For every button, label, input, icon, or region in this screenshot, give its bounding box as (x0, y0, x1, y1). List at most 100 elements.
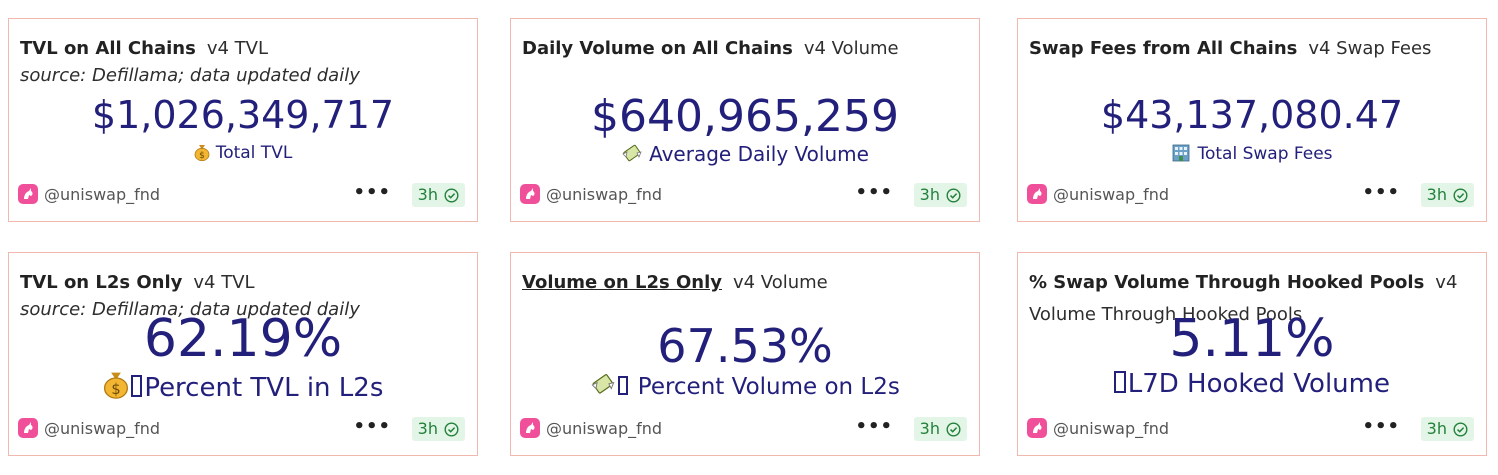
refresh-status-badge[interactable]: 3h (411, 183, 465, 207)
refresh-age: 3h (1426, 419, 1447, 438)
card-daily-volume-all-chains: Daily Volume on All Chains v4 Volume $640… (510, 18, 980, 222)
card-value: $43,137,080.47 (1100, 93, 1404, 137)
more-options-icon[interactable]: ••• (353, 182, 391, 203)
card-header: Daily Volume on All Chains v4 Volume (522, 33, 959, 65)
refresh-age: 3h (417, 419, 438, 438)
card-label-text: Percent Volume on L2s (630, 374, 900, 400)
check-circle-icon (1453, 188, 1468, 203)
more-options-icon[interactable]: ••• (855, 182, 893, 203)
check-circle-icon (946, 422, 961, 437)
author-name: @uniswap_fnd (1053, 185, 1170, 204)
more-options-icon[interactable]: ••• (855, 416, 893, 437)
card-footer: @uniswap_fnd ••• 3h (520, 417, 967, 441)
card-title[interactable]: Daily Volume on All Chains (522, 38, 793, 59)
card-tvl-all-chains: TVL on All Chains v4 TVL source: Defillam… (8, 18, 478, 222)
card-title[interactable]: Swap Fees from All Chains (1029, 38, 1298, 59)
card-source-note: source: Defillama; data updated daily (20, 65, 360, 86)
money-wings-icon (590, 373, 616, 403)
card-subtitle: v4 Swap Fees (1308, 38, 1432, 59)
author-link[interactable]: @uniswap_fnd (18, 417, 160, 441)
unicorn-avatar-icon (18, 184, 38, 204)
svg-text:$: $ (111, 381, 120, 398)
author-name: @uniswap_fnd (1053, 419, 1170, 438)
card-footer: @uniswap_fnd ••• 3h (1027, 417, 1474, 441)
card-subtitle: v4 Volume (732, 272, 828, 293)
office-building-icon (1171, 143, 1191, 167)
more-options-icon[interactable]: ••• (1362, 416, 1400, 437)
card-label: $ Total TVL (9, 143, 477, 166)
card-value: 67.53% (657, 319, 833, 373)
more-options-icon[interactable]: ••• (353, 416, 391, 437)
card-volume-l2s: Volume on L2s Only v4 Volume 67.53% Perce… (510, 252, 980, 456)
card-title[interactable]: TVL on L2s Only (20, 272, 183, 293)
card-subtitle: v4 TVL (206, 38, 268, 59)
card-label: $ Percent TVL in L2s (9, 369, 477, 406)
card-label-text: Average Daily Volume (649, 142, 869, 166)
refresh-status-badge[interactable]: 3h (1420, 417, 1474, 441)
card-label: Total Swap Fees (1018, 143, 1486, 167)
card-subtitle: v4 Volume (803, 38, 899, 59)
missing-glyph-icon (618, 375, 629, 396)
card-footer: @uniswap_fnd ••• 3h (18, 417, 465, 441)
refresh-age: 3h (919, 185, 940, 204)
card-label-text: Percent TVL in L2s (144, 373, 384, 403)
money-bag-icon: $ (194, 143, 210, 166)
author-name: @uniswap_fnd (546, 185, 663, 204)
card-label-text: L7D Hooked Volume (1127, 369, 1390, 399)
card-title[interactable]: TVL on All Chains (20, 38, 196, 59)
check-circle-icon (946, 188, 961, 203)
author-name: @uniswap_fnd (44, 185, 161, 204)
card-value: 5.11% (1169, 309, 1335, 369)
missing-glyph-icon (1114, 371, 1126, 394)
author-name: @uniswap_fnd (546, 419, 663, 438)
card-title-link[interactable]: Volume on L2s Only (522, 272, 722, 293)
unicorn-avatar-icon (18, 418, 38, 438)
refresh-status-badge[interactable]: 3h (913, 183, 967, 207)
refresh-status-badge[interactable]: 3h (913, 417, 967, 441)
check-circle-icon (1453, 422, 1468, 437)
refresh-status-badge[interactable]: 3h (1420, 183, 1474, 207)
card-value: 62.19% (143, 309, 343, 369)
card-header: % Swap Volume Through Hooked Pools v4 Vol… (1029, 267, 1466, 331)
card-footer: @uniswap_fnd ••• 3h (520, 183, 967, 207)
card-header: TVL on L2s Only v4 TVL (20, 267, 457, 299)
card-header: Swap Fees from All Chains v4 Swap Fees (1029, 33, 1466, 65)
card-label-text: Total Swap Fees (1197, 144, 1333, 164)
card-value: $640,965,259 (591, 91, 899, 142)
money-wings-icon (621, 144, 643, 169)
card-label: Percent Volume on L2s (511, 373, 979, 403)
card-hooked-pools-volume: % Swap Volume Through Hooked Pools v4 Vol… (1017, 252, 1487, 456)
unicorn-avatar-icon (1027, 418, 1047, 438)
refresh-age: 3h (1426, 185, 1447, 204)
card-footer: @uniswap_fnd ••• 3h (1027, 183, 1474, 207)
refresh-age: 3h (417, 185, 438, 204)
card-swap-fees-all-chains: Swap Fees from All Chains v4 Swap Fees $4… (1017, 18, 1487, 222)
author-link[interactable]: @uniswap_fnd (1027, 417, 1169, 441)
missing-glyph-icon (130, 375, 143, 398)
card-footer: @uniswap_fnd ••• 3h (18, 183, 465, 207)
svg-text:$: $ (199, 151, 205, 161)
card-header: TVL on All Chains v4 TVL (20, 33, 457, 65)
check-circle-icon (444, 422, 459, 437)
card-header: Volume on L2s Only v4 Volume (522, 267, 959, 299)
author-link[interactable]: @uniswap_fnd (18, 183, 160, 207)
card-label: L7D Hooked Volume (1018, 369, 1486, 399)
unicorn-avatar-icon (1027, 184, 1047, 204)
card-tvl-l2s: TVL on L2s Only v4 TVL source: Defillama;… (8, 252, 478, 456)
author-name: @uniswap_fnd (44, 419, 161, 438)
refresh-age: 3h (919, 419, 940, 438)
card-subtitle: v4 Volume Through Hooked Pools (1029, 272, 1458, 325)
author-link[interactable]: @uniswap_fnd (520, 417, 662, 441)
card-value: $1,026,349,717 (91, 93, 395, 137)
card-subtitle: v4 TVL (193, 272, 255, 293)
card-title[interactable]: % Swap Volume Through Hooked Pools (1029, 272, 1425, 293)
card-label: Average Daily Volume (511, 142, 979, 169)
refresh-status-badge[interactable]: 3h (411, 417, 465, 441)
author-link[interactable]: @uniswap_fnd (1027, 183, 1169, 207)
more-options-icon[interactable]: ••• (1362, 182, 1400, 203)
card-label-text: Total TVL (215, 143, 293, 163)
unicorn-avatar-icon (520, 418, 540, 438)
unicorn-avatar-icon (520, 184, 540, 204)
card-source-note: source: Defillama; data updated daily (20, 299, 360, 320)
author-link[interactable]: @uniswap_fnd (520, 183, 662, 207)
